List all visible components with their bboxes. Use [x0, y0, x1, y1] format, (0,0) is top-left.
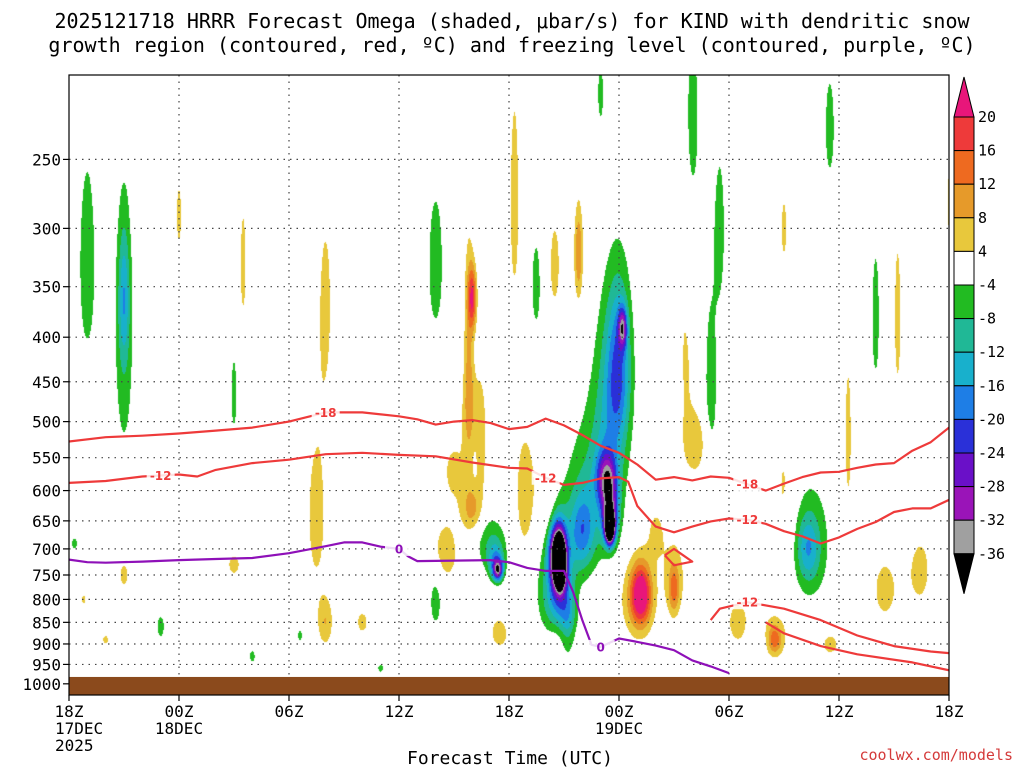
colorbar-bin-0 — [953, 116, 975, 152]
dgz-label-f-bg — [733, 595, 762, 610]
freezing-label-b-bg — [586, 639, 615, 654]
dgz-contour-4 — [663, 547, 694, 567]
dgz-contour-0 — [69, 411, 949, 492]
colorbar-label-9: -20 — [978, 410, 1005, 428]
colorbar-bin-6 — [953, 318, 975, 353]
colorbar-label-7: -12 — [978, 343, 1005, 361]
ytick-label-450: 450 — [32, 373, 61, 392]
dgz-label-a-bg — [311, 405, 340, 420]
dgz-contour-1 — [69, 451, 949, 545]
omega-shading — [69, 75, 949, 695]
ytick-label-550: 550 — [32, 449, 61, 468]
temperature-contours: -18 -18 -12 -12 -12 -12 0 0 — [69, 405, 949, 675]
ytick-label-750: 750 — [32, 566, 61, 585]
colorbar-bin-5 — [953, 284, 975, 320]
colorbar-bottom-arrow — [953, 553, 975, 594]
colorbar-label-13: -36 — [978, 545, 1005, 563]
freezing-label-a-bg — [385, 541, 413, 556]
freezing-contour-0 — [69, 541, 730, 675]
colorbar-label-11: -28 — [978, 478, 1005, 496]
dgz-label-e: -12 — [736, 513, 758, 527]
ytick-label-800: 800 — [32, 590, 61, 609]
ytick-label-600: 600 — [32, 482, 61, 501]
colorbar-label-5: -4 — [978, 276, 996, 294]
dgz-label-c-bg — [146, 468, 175, 483]
ground-surface — [69, 676, 949, 695]
colorbar-label-3: 8 — [978, 209, 987, 227]
chart-title-line-1: 2025121718 HRRR Forecast Omega (shaded, … — [54, 9, 970, 33]
ytick-label-650: 650 — [32, 512, 61, 531]
ytick-label-350: 350 — [32, 278, 61, 297]
ytick-label-400: 400 — [32, 328, 61, 347]
colorbar-bin-7 — [953, 351, 975, 387]
freezing-label-b: 0 — [596, 640, 604, 654]
ytick-label-250: 250 — [32, 150, 61, 169]
dgz-label-d: -12 — [535, 471, 557, 485]
ytick-label-850: 850 — [32, 613, 61, 632]
dgz-label-e-bg — [733, 512, 762, 527]
xtick-label-30-1: 19DEC — [595, 719, 643, 738]
colorbar-label-2: 12 — [978, 175, 996, 193]
dgz-label-f: -12 — [736, 596, 758, 610]
colorbar-label-1: 16 — [978, 142, 996, 160]
xtick-label-18-0: 12Z — [385, 702, 414, 721]
dgz-label-b: -18 — [736, 478, 758, 492]
colorbar-bin-8 — [953, 385, 975, 420]
dgz-label-d-bg — [531, 470, 560, 485]
ytick-label-700: 700 — [32, 540, 61, 559]
colorbar-bin-1 — [953, 150, 975, 185]
x-axis-label: Forecast Time (UTC) — [407, 748, 613, 768]
xtick-label-0-2: 2025 — [55, 736, 94, 755]
xtick-label-42-0: 12Z — [825, 702, 854, 721]
ytick-label-300: 300 — [32, 219, 61, 238]
dgz-contour-2 — [709, 601, 949, 655]
chart-title-line-2: growth region (contoured, red, ºC) and f… — [48, 33, 975, 57]
ytick-label-500: 500 — [32, 413, 61, 432]
colorbar-bin-12 — [953, 519, 975, 555]
freezing-label-a: 0 — [395, 542, 403, 556]
colorbar-label-4: 4 — [978, 242, 987, 260]
xtick-label-0-0: 18Z — [55, 702, 84, 721]
xtick-label-36-0: 06Z — [715, 702, 744, 721]
colorbar-label-8: -16 — [978, 377, 1005, 395]
xtick-label-12-0: 06Z — [275, 702, 304, 721]
xtick-label-6-1: 18DEC — [155, 719, 203, 738]
dgz-label-c: -12 — [150, 469, 172, 483]
plot-area: -18 -18 -12 -12 -12 -12 0 0 — [68, 74, 950, 696]
ytick-label-1000: 1000 — [22, 675, 61, 694]
colorbar-label-12: -32 — [978, 511, 1005, 529]
ytick-label-950: 950 — [32, 655, 61, 674]
ytick-label-900: 900 — [32, 635, 61, 654]
colorbar-bin-10 — [953, 452, 975, 488]
colorbar: 20 16 12 8 4 -4 -8 -12 -16 -20 -24 -28 -32 -36 — [953, 76, 1005, 594]
xtick-label-24-0: 18Z — [495, 702, 524, 721]
xtick-label-30-0: 00Z — [605, 702, 634, 721]
colorbar-bin-11 — [953, 486, 975, 521]
xtick-label-0-1: 17DEC — [55, 719, 103, 738]
colorbar-bin-4 — [953, 250, 975, 286]
xtick-label-6-0: 00Z — [165, 702, 194, 721]
colorbar-bin-9 — [953, 418, 975, 454]
dgz-label-b-bg — [733, 477, 762, 492]
colorbar-bin-2 — [953, 183, 975, 219]
credit-text: coolwx.com/models — [859, 746, 1013, 764]
dgz-contour-3 — [765, 621, 949, 672]
pressure-axis: 250 300 350 400 450 500 550 600 650 700 750 800 850 9… — [22, 150, 69, 694]
dgz-label-a: -18 — [315, 406, 337, 420]
colorbar-label-0: 20 — [978, 108, 996, 126]
colorbar-label-6: -8 — [978, 310, 996, 328]
xtick-label-48-0: 18Z — [935, 702, 964, 721]
colorbar-label-10: -24 — [978, 444, 1005, 462]
colorbar-bin-3 — [953, 217, 975, 252]
colorbar-top-arrow — [953, 76, 975, 118]
